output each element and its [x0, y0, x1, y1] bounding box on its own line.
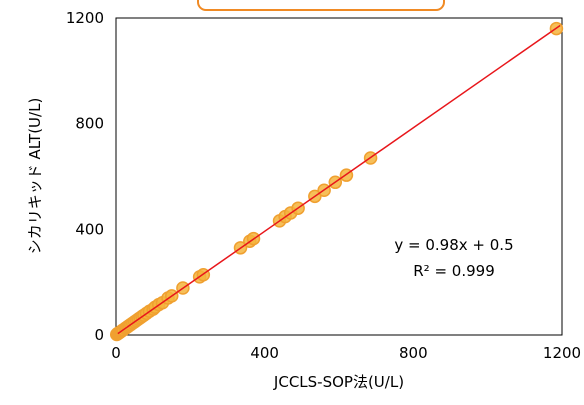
top-partial-shape — [197, 0, 445, 11]
y-tick-label: 400 — [75, 220, 104, 238]
x-tick-label: 800 — [399, 344, 428, 362]
y-axis-label: シカリキッド ALT(U/L) — [26, 98, 44, 255]
x-axis-label: JCCLS-SOP法(U/L) — [273, 373, 404, 391]
x-tick-label: 0 — [111, 344, 121, 362]
plot-frame — [115, 17, 563, 336]
x-tick-label: 400 — [250, 344, 279, 362]
y-tick-label: 1200 — [66, 9, 104, 27]
regression-equation: y = 0.98x + 0.5 — [394, 236, 513, 254]
trendline — [117, 24, 561, 335]
tick-labels: 0 400 800 1200 0 400 800 1200 — [66, 9, 581, 362]
y-tick-label: 0 — [94, 326, 104, 344]
r-squared-label: R² = 0.999 — [413, 262, 494, 280]
y-tick-label: 800 — [75, 115, 104, 133]
x-tick-label: 1200 — [543, 344, 581, 362]
